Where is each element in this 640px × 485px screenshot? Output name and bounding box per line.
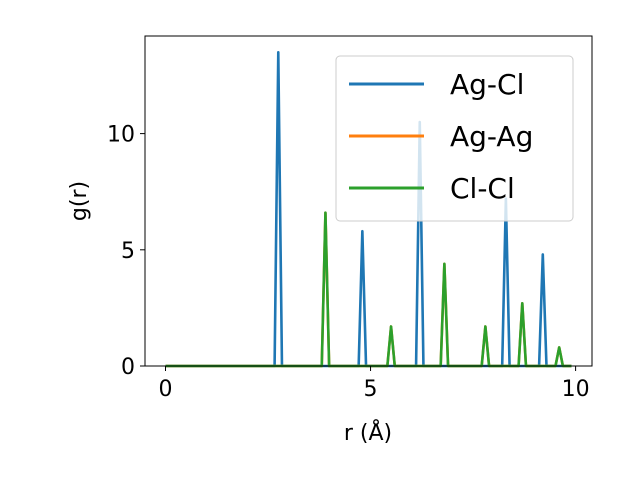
y-axis-label: g(r) (67, 181, 92, 221)
x-tick-label: 5 (364, 377, 378, 402)
legend: Ag-Cl Ag-Ag Cl-Cl (335, 55, 574, 222)
legend-label-cl-cl: Cl-Cl (450, 172, 515, 205)
x-tick-label: 10 (562, 377, 590, 402)
y-tick-label: 5 (121, 239, 135, 264)
legend-label-ag-ag: Ag-Ag (450, 120, 533, 153)
legend-label-ag-cl: Ag-Cl (450, 68, 524, 101)
x-tick-label: 0 (159, 377, 173, 402)
y-tick-label: 0 (121, 355, 135, 380)
series-line-ag-ag (165, 211, 572, 368)
series-line-cl-cl (165, 211, 572, 368)
y-tick-label: 10 (107, 123, 135, 148)
x-axis-label: r (Å) (344, 419, 392, 446)
legend-box (335, 55, 574, 222)
plot-frame (144, 35, 593, 367)
